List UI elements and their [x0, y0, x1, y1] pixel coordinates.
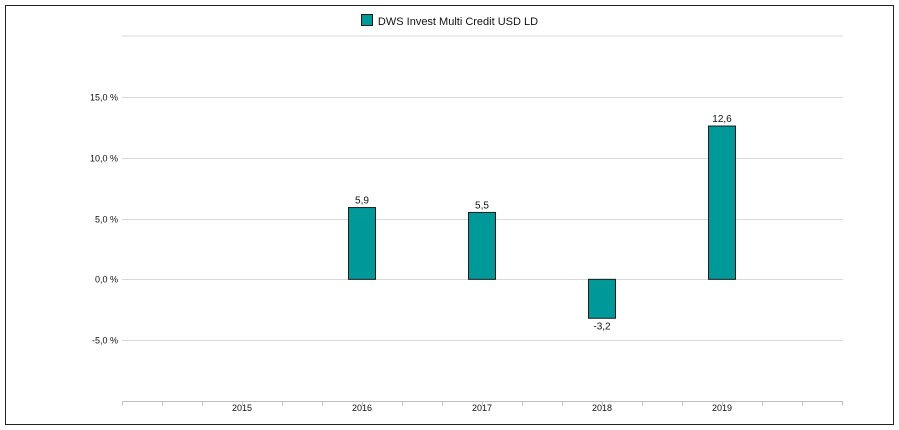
legend: DWS Invest Multi Credit USD LD — [0, 14, 899, 28]
data-label: 12,6 — [712, 114, 732, 125]
x-tick-label: 2015 — [232, 403, 252, 413]
x-tick-label: 2017 — [472, 403, 492, 413]
data-label: 5,5 — [475, 200, 489, 211]
bar — [588, 278, 616, 319]
bar — [708, 125, 736, 280]
y-tick-label: -5,0 % — [92, 336, 118, 346]
legend-swatch — [360, 14, 373, 26]
bar — [468, 211, 496, 280]
x-tick-label: 2019 — [712, 403, 732, 413]
y-tick-label: 10,0 % — [90, 154, 118, 164]
x-tick-label: 2018 — [592, 403, 612, 413]
data-label: -3,2 — [593, 321, 611, 332]
bar — [348, 207, 376, 280]
x-tick-label: 2016 — [352, 403, 372, 413]
data-label: 5,9 — [355, 196, 369, 207]
chart-frame — [5, 5, 894, 425]
y-tick-label: 0,0 % — [95, 275, 118, 285]
legend-label: DWS Invest Multi Credit USD LD — [377, 16, 539, 28]
y-tick-label: 5,0 % — [95, 215, 118, 225]
y-tick-label: 15,0 % — [90, 93, 118, 103]
